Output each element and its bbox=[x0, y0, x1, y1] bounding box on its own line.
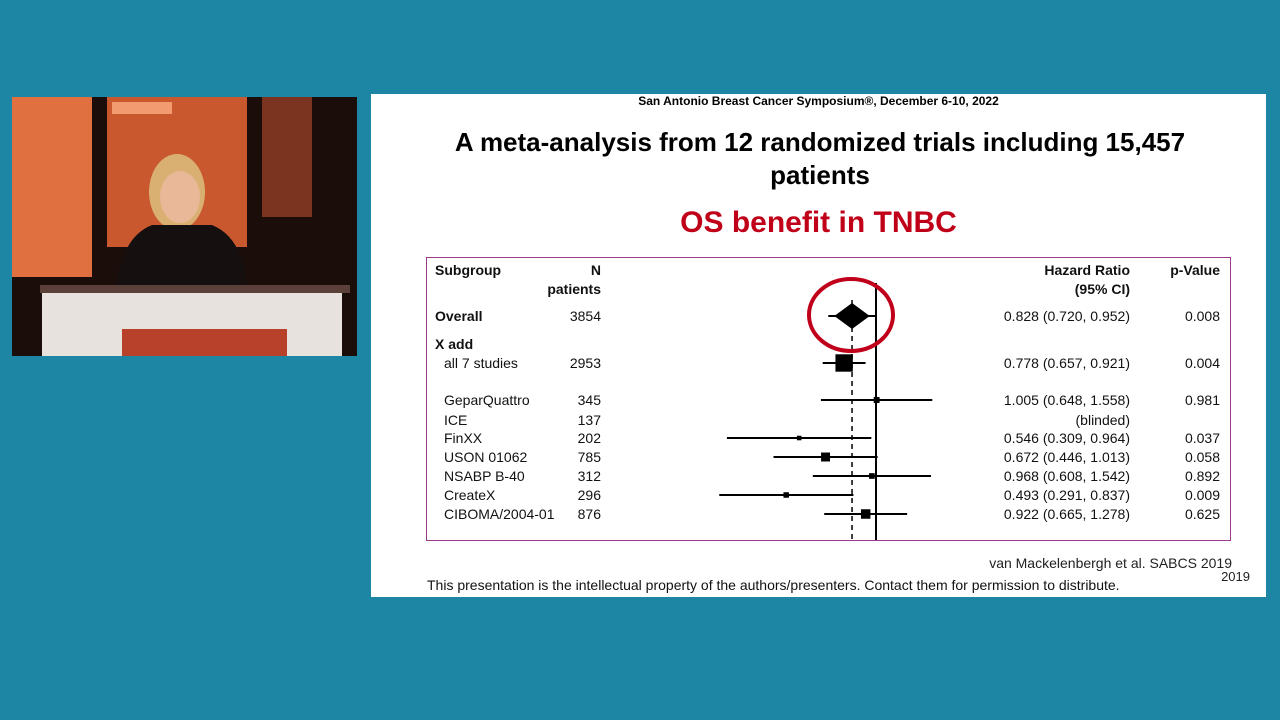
plot-frame bbox=[426, 257, 1231, 541]
row-label: all 7 studies bbox=[444, 355, 518, 371]
row-hr: 1.005 (0.648, 1.558) bbox=[1003, 392, 1130, 408]
column-header: Hazard Ratio bbox=[1044, 262, 1130, 278]
row-n: 296 bbox=[577, 487, 601, 503]
video-frame bbox=[12, 97, 357, 356]
row-hr: 0.546 (0.309, 0.964) bbox=[1003, 430, 1130, 446]
row-p: 0.981 bbox=[1184, 392, 1220, 408]
row-p: 0.058 bbox=[1184, 449, 1220, 465]
row-p: 0.009 bbox=[1184, 487, 1220, 503]
column-header: (95% CI) bbox=[1074, 281, 1130, 297]
row-hr: 0.778 (0.657, 0.921) bbox=[1003, 355, 1130, 371]
row-n: 3854 bbox=[569, 308, 601, 324]
row-n: 312 bbox=[577, 468, 601, 484]
row-label: USON 01062 bbox=[444, 449, 528, 465]
hr-square bbox=[873, 397, 880, 403]
slide-subtitle: OS benefit in TNBC bbox=[680, 206, 957, 239]
row-p: 0.004 bbox=[1184, 355, 1220, 371]
row-label: X add bbox=[435, 336, 474, 352]
slide-title: A meta-analysis from 12 randomized trial… bbox=[454, 127, 1186, 190]
source-year: 2019 bbox=[1221, 569, 1250, 584]
hr-square bbox=[796, 435, 802, 441]
row-n: 202 bbox=[577, 430, 601, 446]
highlight-circle bbox=[807, 277, 895, 353]
row-p: 0.037 bbox=[1184, 430, 1220, 446]
row-n: 2953 bbox=[569, 355, 601, 371]
row-hr: 0.828 (0.720, 0.952) bbox=[1003, 308, 1130, 324]
row-n: 876 bbox=[577, 506, 601, 522]
row-label: GeparQuattro bbox=[444, 392, 530, 408]
row-hr: 0.493 (0.291, 0.837) bbox=[1003, 487, 1130, 503]
row-p: 0.625 bbox=[1184, 506, 1220, 522]
row-n: 345 bbox=[577, 392, 601, 408]
row-p: 0.008 bbox=[1184, 308, 1220, 324]
conference: San Antonio Breast Cancer Symposium®, De… bbox=[638, 94, 999, 108]
row-label: FinXX bbox=[444, 430, 483, 446]
row-n: 137 bbox=[577, 412, 601, 428]
row-hr: 0.968 (0.608, 1.542) bbox=[1003, 468, 1130, 484]
hr-square bbox=[783, 492, 789, 498]
hr-square bbox=[869, 473, 875, 479]
diamond bbox=[834, 303, 870, 329]
row-label: Overall bbox=[435, 308, 483, 324]
row-label: NSABP B-40 bbox=[444, 468, 525, 484]
row-label: CIBOMA/2004-01 bbox=[444, 506, 555, 522]
column-header: patients bbox=[547, 281, 601, 297]
column-header: p-Value bbox=[1170, 262, 1220, 278]
row-n: 785 bbox=[577, 449, 601, 465]
row-hr: 0.672 (0.446, 1.013) bbox=[1003, 449, 1130, 465]
hr-square bbox=[835, 354, 853, 372]
hr-square bbox=[860, 509, 871, 519]
column-header: Subgroup bbox=[435, 262, 502, 278]
row-hr: 0.922 (0.665, 1.278) bbox=[1003, 506, 1130, 522]
column-header: N bbox=[590, 262, 601, 278]
row-p: 0.892 bbox=[1184, 468, 1220, 484]
row-hr: (blinded) bbox=[1075, 412, 1130, 428]
slide bbox=[371, 94, 1266, 597]
speaker-video bbox=[12, 97, 357, 356]
row-label: CreateX bbox=[444, 487, 496, 503]
hr-square bbox=[821, 452, 831, 462]
row-label: ICE bbox=[444, 412, 468, 428]
footer: This presentation is the intellectual pr… bbox=[427, 577, 1120, 593]
source: van Mackelenbergh et al. SABCS 2019 bbox=[989, 555, 1232, 571]
